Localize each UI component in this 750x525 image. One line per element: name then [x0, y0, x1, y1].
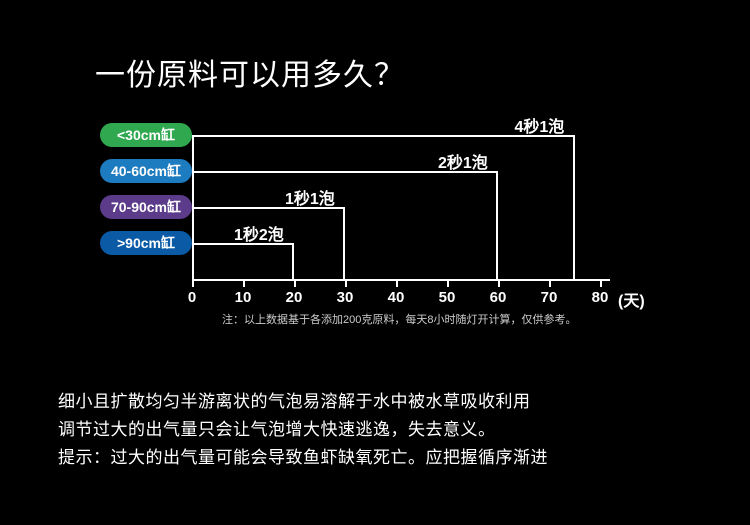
x-tick [498, 279, 500, 287]
bar-label: 1秒1泡 [285, 185, 335, 209]
x-tick-label: 30 [337, 289, 354, 306]
bar-label: 4秒1泡 [515, 113, 565, 137]
bar-step [192, 243, 294, 279]
x-axis-unit: (天) [618, 287, 645, 311]
category-pill: >90cm缸 [100, 231, 192, 255]
x-tick-label: 10 [235, 289, 252, 306]
bar-label: 2秒1泡 [438, 149, 488, 173]
body-line-3: 提示：过大的出气量可能会导致鱼虾缺氧死亡。应把握循序渐进 [58, 444, 548, 472]
bar-label: 1秒2泡 [234, 221, 284, 245]
x-tick [549, 279, 551, 287]
x-tick-label: 60 [490, 289, 507, 306]
chart-note: 注：以上数据基于各添加200克原料，每天8小时随灯开计算，仅供参考。 [222, 311, 576, 327]
x-tick [600, 279, 602, 287]
x-tick [294, 279, 296, 287]
category-pill: 40-60cm缸 [100, 159, 192, 183]
x-axis [192, 279, 610, 281]
x-tick-label: 50 [439, 289, 456, 306]
y-axis [192, 135, 194, 279]
x-tick-label: 20 [286, 289, 303, 306]
x-tick [192, 279, 194, 287]
category-pill: <30cm缸 [100, 123, 192, 147]
body-line-2: 调节过大的出气量只会让气泡增大快速逃逸，失去意义。 [58, 416, 496, 444]
x-tick [345, 279, 347, 287]
x-tick [396, 279, 398, 287]
x-tick-label: 70 [541, 289, 558, 306]
body-line-1: 细小且扩散均匀半游离状的气泡易溶解于水中被水草吸收利用 [58, 388, 531, 416]
x-tick-label: 80 [592, 289, 609, 306]
duration-chart: <30cm缸4秒1泡40-60cm缸2秒1泡70-90cm缸1秒1泡>90cm缸… [100, 119, 750, 339]
page-title: 一份原料可以用多久？ [0, 0, 750, 119]
x-tick-label: 40 [388, 289, 405, 306]
x-tick [447, 279, 449, 287]
x-tick-label: 0 [188, 289, 196, 306]
x-tick [243, 279, 245, 287]
category-pill: 70-90cm缸 [100, 195, 192, 219]
